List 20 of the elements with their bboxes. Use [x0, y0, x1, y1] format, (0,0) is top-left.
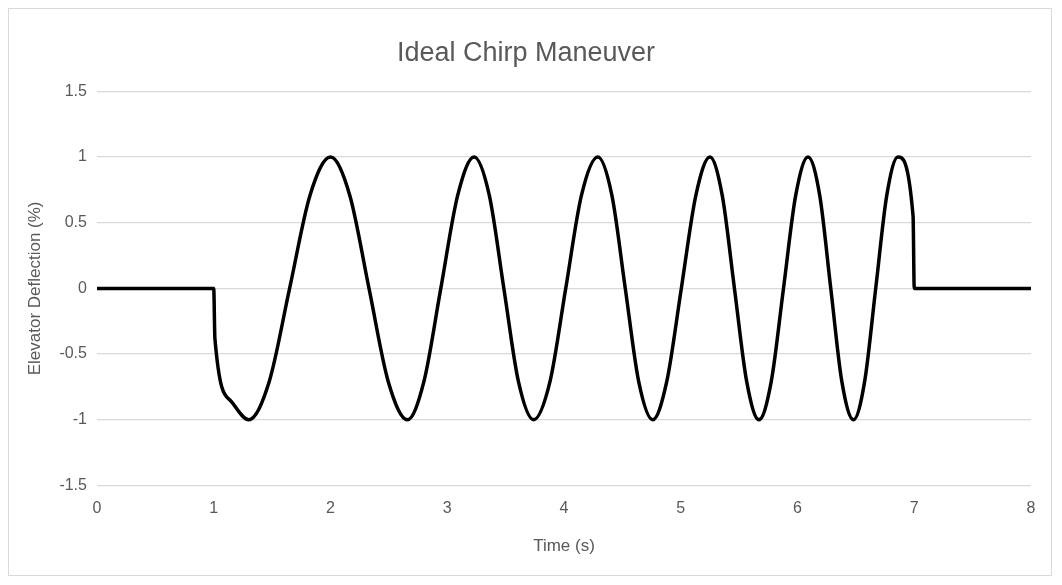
x-tick-label: 8	[1026, 499, 1036, 517]
line-series	[96, 155, 1031, 422]
y-axis-title: Elevator Deflection (%)	[24, 201, 44, 376]
x-tick-label: 6	[793, 499, 803, 517]
y-tick-label: 1	[78, 147, 88, 165]
y-tick-label: 0.5	[64, 213, 88, 231]
x-tick-label: 0	[92, 499, 102, 517]
x-axis-title: Time (s)	[533, 536, 595, 556]
y-tick-label: -0.5	[59, 344, 88, 362]
y-tick-label: 1.5	[64, 81, 88, 99]
x-tick-label: 4	[559, 499, 569, 517]
x-tick-label: 5	[676, 499, 686, 517]
x-tick-label: 1	[209, 499, 219, 517]
x-tick-label: 7	[909, 499, 919, 517]
x-tick-label: 3	[442, 499, 452, 517]
y-tick-label: -1.5	[59, 475, 88, 493]
x-tick-label: 2	[326, 499, 336, 517]
y-tick-label: -1	[72, 410, 88, 428]
y-tick-label: 0	[78, 278, 88, 296]
chart-title: Ideal Chirp Maneuver	[396, 36, 656, 67]
